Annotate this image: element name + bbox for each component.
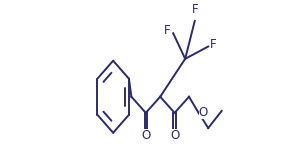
Text: O: O — [141, 129, 151, 142]
Text: F: F — [210, 38, 217, 51]
Text: F: F — [164, 24, 171, 37]
Text: O: O — [199, 106, 208, 119]
Text: F: F — [192, 3, 198, 16]
Text: O: O — [170, 129, 179, 142]
